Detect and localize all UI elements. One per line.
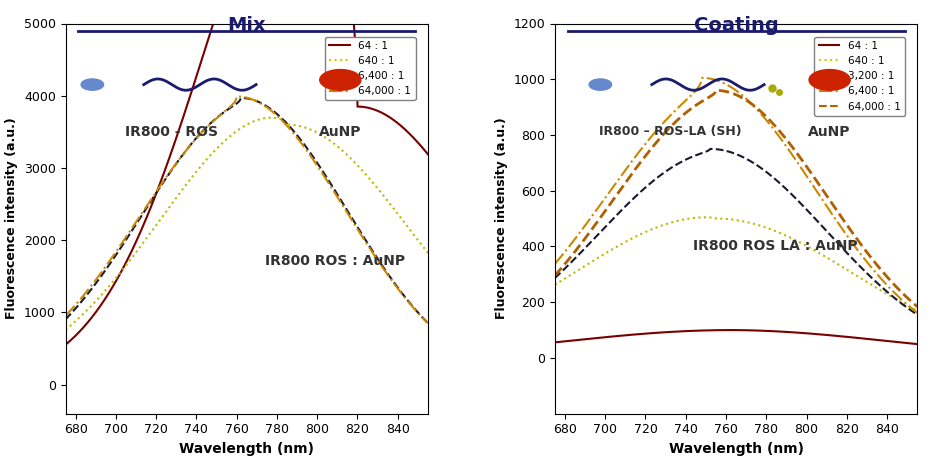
Text: IR800 – ROS-LA (SH): IR800 – ROS-LA (SH) xyxy=(599,125,742,138)
Text: Coating: Coating xyxy=(694,16,779,35)
Legend: 64 : 1, 640 : 1, 3,200 : 1, 6,400 : 1, 64,000 : 1: 64 : 1, 640 : 1, 3,200 : 1, 6,400 : 1, 6… xyxy=(814,37,905,116)
X-axis label: Wavelength (nm): Wavelength (nm) xyxy=(668,442,803,456)
Text: IR800 ROS LA : AuNP: IR800 ROS LA : AuNP xyxy=(693,239,857,253)
Legend: 64 : 1, 640 : 1, 6,400 : 1, 64,000 : 1: 64 : 1, 640 : 1, 6,400 : 1, 64,000 : 1 xyxy=(325,37,416,101)
Y-axis label: Fluorescence intensity (a.u.): Fluorescence intensity (a.u.) xyxy=(6,118,18,320)
Text: AuNP: AuNP xyxy=(809,125,851,139)
Text: Mix: Mix xyxy=(227,16,266,35)
Text: IR800 ROS : AuNP: IR800 ROS : AuNP xyxy=(265,254,405,268)
Y-axis label: Fluorescence intensity (a.u.): Fluorescence intensity (a.u.) xyxy=(495,118,507,320)
X-axis label: Wavelength (nm): Wavelength (nm) xyxy=(180,442,314,456)
Text: IR800 - ROS: IR800 - ROS xyxy=(125,125,218,139)
Text: AuNP: AuNP xyxy=(319,125,361,139)
